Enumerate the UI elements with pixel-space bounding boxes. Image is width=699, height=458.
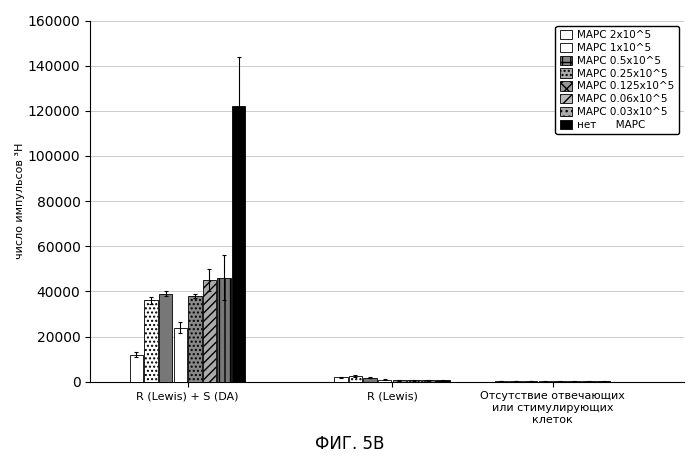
Bar bbox=[334, 377, 347, 382]
Bar bbox=[421, 381, 435, 382]
Bar bbox=[217, 278, 231, 382]
Bar bbox=[173, 327, 187, 382]
Y-axis label: число импульсов ³H: число импульсов ³H bbox=[15, 143, 25, 259]
Bar bbox=[495, 381, 508, 382]
Bar bbox=[349, 376, 362, 382]
Bar bbox=[130, 354, 143, 382]
Bar bbox=[363, 378, 377, 382]
Bar bbox=[393, 380, 406, 382]
Bar bbox=[408, 380, 421, 382]
Bar bbox=[203, 280, 216, 382]
Bar bbox=[232, 106, 245, 382]
Bar bbox=[378, 380, 391, 382]
Bar bbox=[159, 294, 173, 382]
Bar bbox=[436, 380, 450, 382]
Bar bbox=[145, 300, 158, 382]
Legend: МАРС 2x10^5, МАРС 1x10^5, МАРС 0.5x10^5, МАРС 0.25x10^5, МАРС 0.125x10^5, МАРС 0: МАРС 2x10^5, МАРС 1x10^5, МАРС 0.5x10^5,… bbox=[556, 26, 679, 134]
Text: ФИГ. 5B: ФИГ. 5B bbox=[315, 436, 384, 453]
Bar bbox=[188, 296, 201, 382]
Bar bbox=[524, 381, 538, 382]
Bar bbox=[510, 381, 523, 382]
